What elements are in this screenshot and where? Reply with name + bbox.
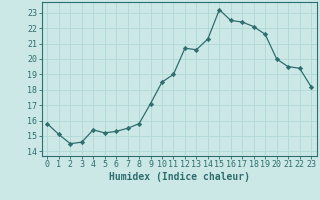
X-axis label: Humidex (Indice chaleur): Humidex (Indice chaleur) [109, 172, 250, 182]
